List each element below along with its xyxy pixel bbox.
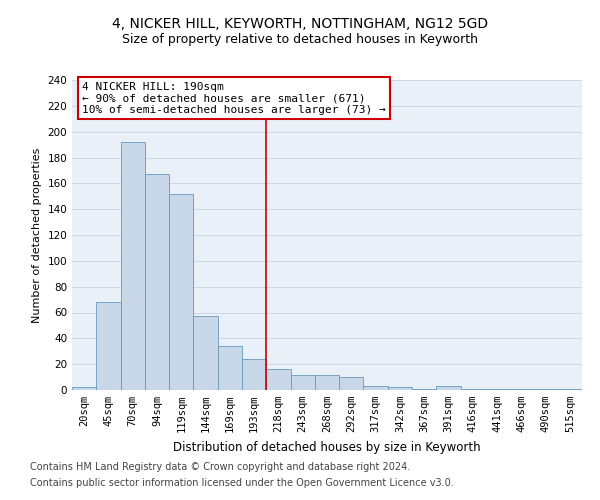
Bar: [315, 374, 339, 390]
Bar: [266, 370, 290, 390]
Bar: [96, 302, 121, 390]
Bar: [169, 194, 193, 390]
Text: Size of property relative to detached houses in Keyworth: Size of property relative to detached ho…: [122, 32, 478, 46]
Bar: [485, 388, 509, 390]
Bar: [145, 174, 169, 390]
Text: 4, NICKER HILL, KEYWORTH, NOTTINGHAM, NG12 5GD: 4, NICKER HILL, KEYWORTH, NOTTINGHAM, NG…: [112, 18, 488, 32]
Bar: [509, 388, 533, 390]
Text: Contains public sector information licensed under the Open Government Licence v3: Contains public sector information licen…: [30, 478, 454, 488]
Bar: [533, 388, 558, 390]
Bar: [461, 388, 485, 390]
Bar: [193, 316, 218, 390]
Bar: [558, 388, 582, 390]
Text: Contains HM Land Registry data © Crown copyright and database right 2024.: Contains HM Land Registry data © Crown c…: [30, 462, 410, 472]
Bar: [388, 388, 412, 390]
Bar: [290, 374, 315, 390]
Text: 4 NICKER HILL: 190sqm
← 90% of detached houses are smaller (671)
10% of semi-det: 4 NICKER HILL: 190sqm ← 90% of detached …: [82, 82, 386, 115]
Bar: [436, 386, 461, 390]
Bar: [72, 388, 96, 390]
Bar: [364, 386, 388, 390]
Bar: [339, 377, 364, 390]
Bar: [242, 359, 266, 390]
Y-axis label: Number of detached properties: Number of detached properties: [32, 148, 42, 322]
X-axis label: Distribution of detached houses by size in Keyworth: Distribution of detached houses by size …: [173, 440, 481, 454]
Bar: [121, 142, 145, 390]
Bar: [218, 346, 242, 390]
Bar: [412, 388, 436, 390]
